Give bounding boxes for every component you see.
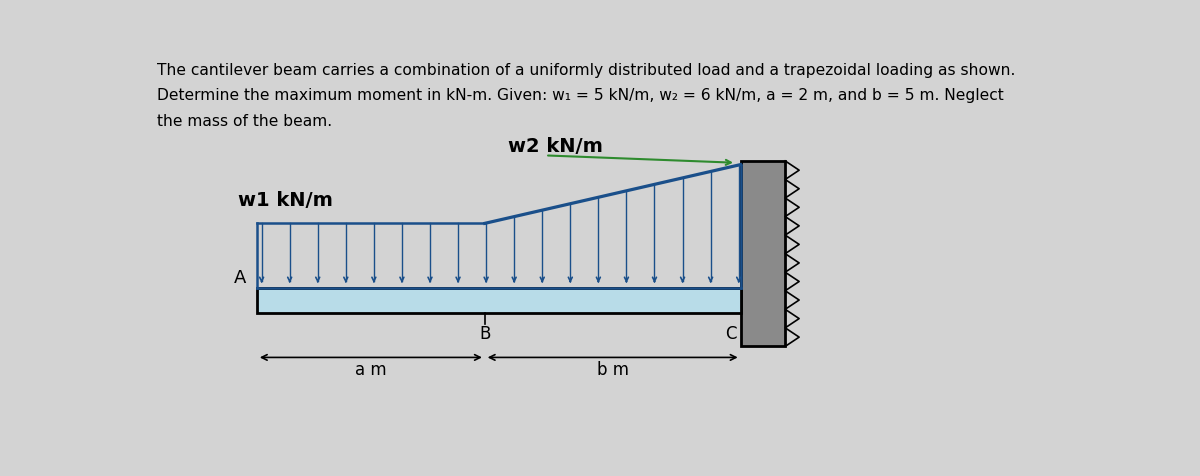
Text: C: C [726,325,737,343]
Text: b m: b m [596,361,629,378]
Text: B: B [479,325,491,343]
Bar [257,288,740,314]
Text: The cantilever beam carries a combination of a uniformly distributed load and a : The cantilever beam carries a combinatio… [157,63,1016,78]
Text: w1 kN/m: w1 kN/m [239,190,334,209]
Text: Determine the maximum moment in kN-m. Given: w₁ = 5 kN/m, w₂ = 6 kN/m, a = 2 m, : Determine the maximum moment in kN-m. Gi… [157,88,1004,103]
Text: the mass of the beam.: the mass of the beam. [157,114,332,129]
Text: w2 kN/m: w2 kN/m [508,137,602,156]
Bar [740,161,785,347]
Text: A: A [234,268,246,286]
Text: a m: a m [355,361,386,378]
